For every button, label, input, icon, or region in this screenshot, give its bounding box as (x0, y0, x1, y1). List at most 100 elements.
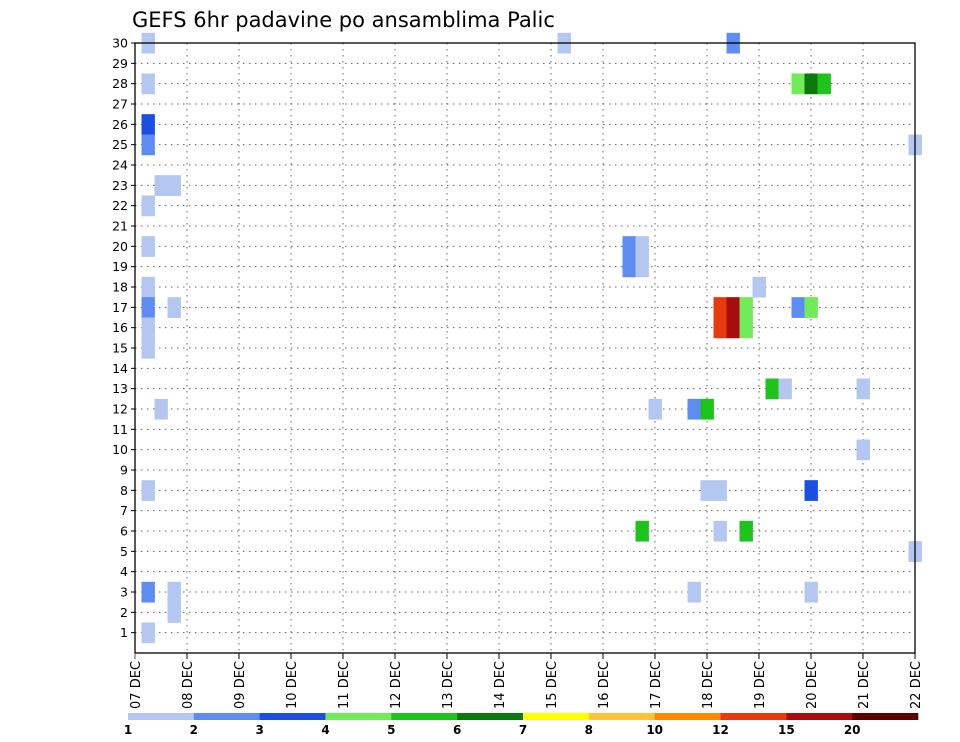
x-tick-label: 11 DEC (337, 661, 352, 709)
precip-cell (167, 581, 181, 603)
x-tick-label: 20 DEC (805, 661, 820, 709)
y-tick-label: 11 (112, 422, 128, 437)
y-tick-label: 22 (112, 198, 128, 213)
y-tick-label: 19 (112, 259, 128, 274)
colorbar-swatch (786, 713, 853, 720)
precip-cell (635, 256, 649, 278)
y-tick-label: 17 (112, 300, 128, 315)
colorbar-swatch (588, 713, 655, 720)
data-cells (141, 32, 922, 644)
x-tick-label: 21 DEC (857, 661, 872, 709)
precip-cell (713, 520, 727, 542)
precip-cell (141, 337, 155, 359)
precip-cell (791, 297, 805, 318)
precip-cell (141, 73, 155, 95)
y-axis: 1234567891011121314151617181920212223242… (112, 36, 135, 640)
precip-cell (635, 236, 649, 257)
y-tick-label: 5 (120, 544, 128, 559)
colorbar-swatch (852, 713, 919, 720)
x-tick-label: 13 DEC (441, 661, 456, 709)
colorbar-swatch (325, 713, 392, 720)
precip-cell (856, 378, 870, 400)
y-tick-label: 15 (112, 341, 128, 356)
x-tick-label: 17 DEC (649, 661, 664, 709)
precip-cell (141, 480, 155, 501)
precip-cell (141, 195, 155, 217)
precip-cell (167, 297, 181, 318)
y-tick-label: 29 (112, 56, 128, 71)
precip-cell (739, 297, 753, 318)
precip-cell (700, 480, 714, 501)
precip-cell (765, 378, 779, 400)
y-tick-label: 12 (112, 402, 128, 417)
y-tick-label: 16 (112, 320, 128, 335)
y-tick-label: 1 (120, 625, 128, 640)
colorbar-swatch (259, 713, 326, 720)
colorbar-label: 6 (453, 723, 461, 737)
colorbar-label: 1 (124, 723, 132, 737)
precip-cell (622, 236, 636, 257)
colorbar-label: 5 (387, 723, 395, 737)
precip-cell (726, 297, 740, 318)
x-tick-label: 12 DEC (389, 661, 404, 709)
precip-cell (804, 73, 818, 95)
y-tick-label: 2 (120, 605, 128, 620)
precip-cell (713, 317, 727, 339)
y-tick-label: 28 (112, 76, 128, 91)
colorbar-swatch (193, 713, 260, 720)
y-tick-label: 3 (120, 585, 128, 600)
precip-cell (141, 581, 155, 603)
precip-cell (141, 276, 155, 298)
colorbar-swatch (523, 713, 590, 720)
x-tick-label: 10 DEC (285, 661, 300, 709)
x-tick-label: 09 DEC (233, 661, 248, 709)
precip-cell (856, 439, 870, 461)
y-tick-label: 4 (120, 564, 128, 579)
precip-cell (635, 520, 649, 542)
precip-cell (713, 297, 727, 318)
y-tick-label: 25 (112, 137, 128, 152)
y-tick-label: 20 (112, 239, 128, 254)
precip-cell (778, 378, 792, 400)
colorbar-label: 8 (585, 723, 593, 737)
colorbar-label: 20 (844, 723, 861, 737)
precip-cell (739, 317, 753, 339)
colorbar-label: 2 (190, 723, 198, 737)
y-tick-label: 9 (120, 463, 128, 478)
precip-cell (804, 480, 818, 501)
precip-cell (804, 581, 818, 603)
precip-cell (713, 480, 727, 501)
precip-cell (167, 602, 181, 623)
x-tick-label: 16 DEC (597, 661, 612, 709)
colorbar-label: 15 (778, 723, 795, 737)
precip-cell (752, 276, 766, 298)
precip-cell (141, 114, 155, 135)
precip-cell (700, 398, 714, 420)
y-tick-label: 24 (112, 158, 128, 173)
precip-cell (687, 581, 701, 603)
precip-cell (791, 73, 805, 95)
precip-cell (141, 134, 155, 156)
y-tick-label: 18 (112, 280, 128, 295)
precip-cell (167, 175, 181, 196)
colorbar-swatch (391, 713, 458, 720)
x-tick-label: 19 DEC (753, 661, 768, 709)
precip-cell (141, 297, 155, 318)
y-tick-label: 30 (112, 36, 128, 51)
y-tick-label: 26 (112, 117, 128, 132)
precip-cell (687, 398, 701, 420)
y-tick-label: 21 (112, 219, 128, 234)
colorbar-label: 3 (255, 723, 263, 737)
grid-lines (135, 42, 915, 653)
y-tick-label: 8 (120, 483, 128, 498)
x-tick-label: 22 DEC (909, 661, 924, 709)
precip-cell (154, 175, 168, 196)
y-tick-label: 13 (112, 381, 128, 396)
colorbar-swatch (128, 713, 195, 720)
precip-cell (739, 520, 753, 542)
precip-cell (817, 73, 831, 95)
colorbar-label: 7 (519, 723, 527, 737)
chart-title: GEFS 6hr padavine po ansamblima Palic (132, 8, 555, 32)
y-tick-label: 14 (112, 361, 128, 376)
